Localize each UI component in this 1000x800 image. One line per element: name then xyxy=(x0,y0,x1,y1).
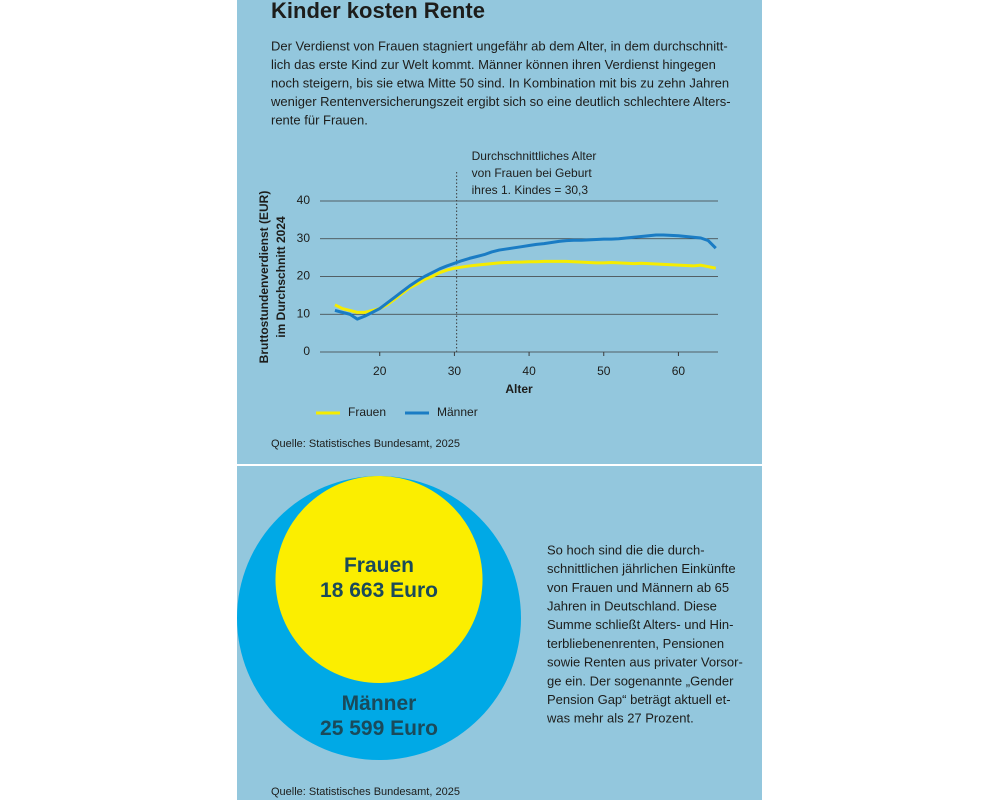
intro-line: lich das erste Kind zur Welt kommt. Männ… xyxy=(271,57,716,72)
body-line: Jahren in Deutschland. Diese xyxy=(547,599,717,614)
body-line: was mehr als 27 Prozent. xyxy=(546,711,694,726)
x-axis-label: Alter xyxy=(505,382,533,396)
y-axis-label: Bruttostundenverdienst (EUR) xyxy=(257,191,271,364)
y-tick-label: 10 xyxy=(297,306,311,320)
x-tick-label: 50 xyxy=(597,364,611,378)
y-axis-label: im Durchschnitt 2024 xyxy=(274,216,288,338)
circle-value: 25 599 Euro xyxy=(320,717,438,740)
title: Kinder kosten Rente xyxy=(271,0,485,23)
body-line: schnittlichen jährlichen Einkünfte xyxy=(547,561,736,576)
intro-line: Der Verdienst von Frauen stagniert ungef… xyxy=(271,38,728,53)
legend-label: Männer xyxy=(437,405,478,419)
body-line: terbliebenenrenten, Pensionen xyxy=(547,636,724,651)
y-tick-label: 0 xyxy=(303,344,310,358)
body-line: von Frauen und Männern ab 65 xyxy=(547,580,729,595)
body-line: Pension Gap“ beträgt aktuell et- xyxy=(547,692,731,707)
body-line: ge ein. Der sogenannte „Gender xyxy=(547,673,734,688)
intro-line: weniger Rentenversicherungszeit ergibt s… xyxy=(270,94,731,109)
x-tick-label: 30 xyxy=(448,364,462,378)
y-tick-label: 40 xyxy=(297,193,311,207)
body-line: sowie Renten aus privater Vorsor- xyxy=(547,655,743,670)
body-line: Summe schließt Alters- und Hin- xyxy=(547,617,733,632)
x-tick-label: 20 xyxy=(373,364,387,378)
source: Quelle: Statistisches Bundesamt, 2025 xyxy=(271,438,460,450)
body-line: So hoch sind die die durch- xyxy=(547,542,705,557)
annotation: ihres 1. Kindes = 30,3 xyxy=(472,183,589,197)
y-tick-label: 30 xyxy=(297,231,311,245)
series-line xyxy=(334,233,717,321)
x-tick-label: 40 xyxy=(522,364,536,378)
annotation: von Frauen bei Geburt xyxy=(472,166,593,180)
x-tick-label: 60 xyxy=(672,364,686,378)
circle-name: Frauen xyxy=(344,554,414,577)
intro-line: rente für Frauen. xyxy=(271,112,368,127)
series-line xyxy=(334,259,717,314)
intro-line: noch steigern, bis sie etwa Mitte 50 sin… xyxy=(271,75,729,90)
source: Quelle: Statistisches Bundesamt, 2025 xyxy=(271,786,460,798)
circle-name: Männer xyxy=(342,692,417,715)
legend-label: Frauen xyxy=(348,405,386,419)
annotation: Durchschnittliches Alter xyxy=(472,149,597,163)
y-tick-label: 20 xyxy=(297,269,311,283)
circle-value: 18 663 Euro xyxy=(320,579,438,602)
circle xyxy=(275,476,483,684)
